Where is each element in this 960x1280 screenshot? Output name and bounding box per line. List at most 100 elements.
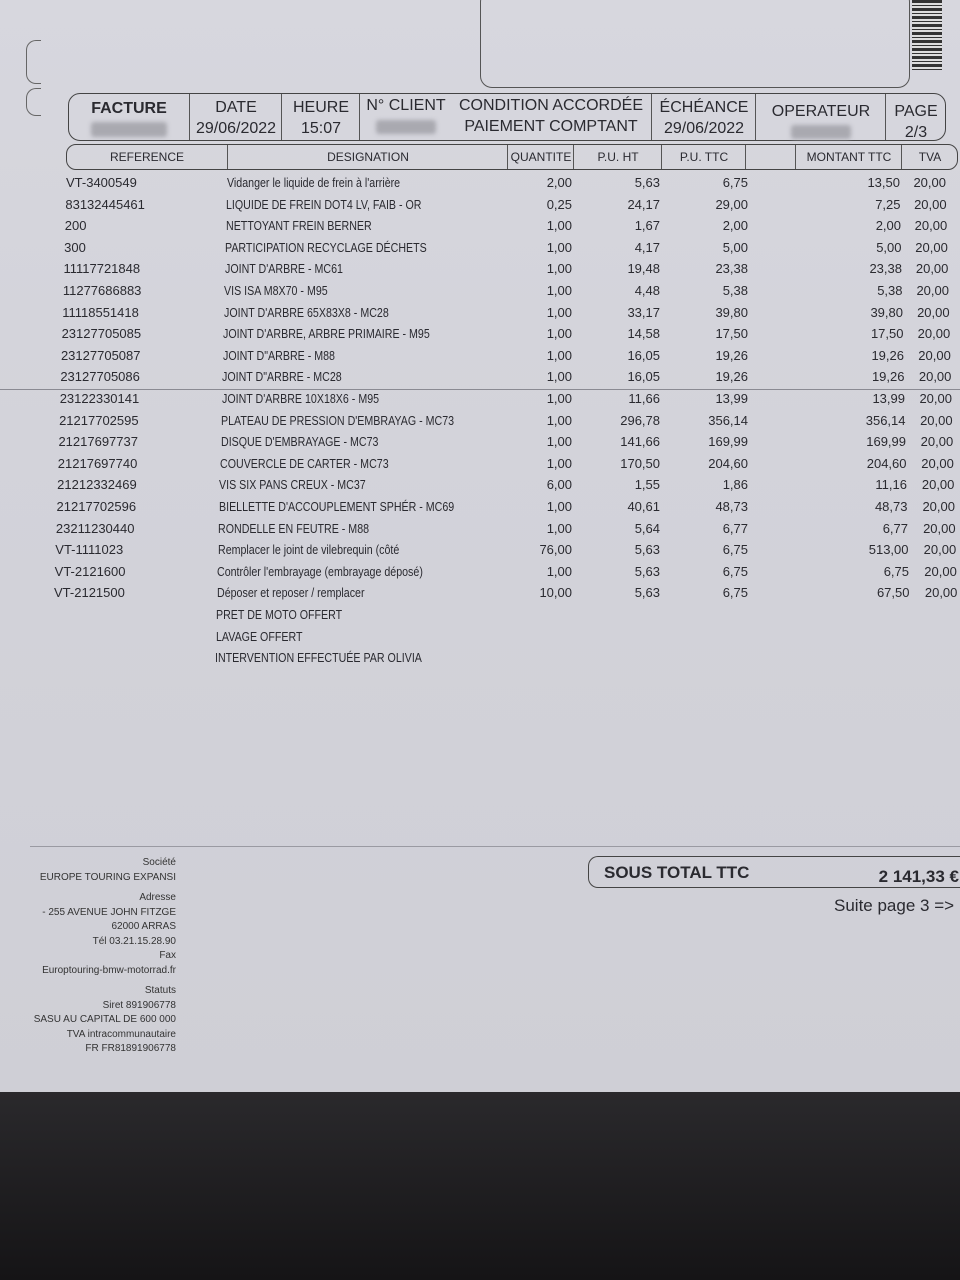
reference-cell: VT-1111023 xyxy=(55,542,124,558)
barcode xyxy=(912,0,942,70)
redacted-client-number xyxy=(376,120,436,134)
designation-cell: LIQUIDE DE FREIN DOT4 LV, FAIB - OR xyxy=(226,196,422,212)
tva-cell: 20,00 xyxy=(914,196,947,212)
pu-ht-cell: 24,17 xyxy=(627,196,660,212)
designation-cell: RONDELLE EN FEUTRE - M88 xyxy=(218,520,370,536)
heure-value: 15:07 xyxy=(300,120,342,137)
tva-cell: 20,00 xyxy=(916,283,949,298)
montant-ttc-cell: 2,00 xyxy=(875,218,901,234)
tva-cell: 20,00 xyxy=(921,477,955,493)
pu-ht-cell: 5,63 xyxy=(634,563,660,579)
pu-ht-cell: 5,63 xyxy=(634,542,660,558)
invoice-header: FACTURE DATE 29/06/2022 HEURE 15:07 N° C… xyxy=(68,93,946,141)
quantite-cell: 1,00 xyxy=(546,563,572,579)
pu-ht-cell: 170,50 xyxy=(620,455,660,471)
page-value: 2/3 xyxy=(904,124,928,141)
table-row: 21217702595 PLATEAU DE PRESSION D'EMBRAYA… xyxy=(0,411,960,431)
reference-cell: 23127705085 xyxy=(61,326,142,342)
heure-cell: HEURE 15:07 xyxy=(281,94,360,140)
table-row: 23211230440 RONDELLE EN FEUTRE - M88 1,00 5… xyxy=(0,519,960,539)
montant-ttc-cell: 169,99 xyxy=(866,434,906,450)
designation-cell: DISQUE D'EMBRAYAGE - MC73 xyxy=(220,434,378,450)
pu-ht-cell: 14,58 xyxy=(627,326,660,342)
reference-cell: 21212332469 xyxy=(57,477,137,493)
designation-cell: JOINT D'ARBRE, ARBRE PRIMAIRE - M95 xyxy=(223,326,431,342)
col-pu-ttc: P.U. TTC xyxy=(661,145,746,169)
client-label: N° CLIENT xyxy=(366,97,446,114)
table-row: 21217697737 DISQUE D'EMBRAYAGE - MC73 1,00… xyxy=(0,432,960,452)
pu-ttc-cell: 39,80 xyxy=(715,304,748,320)
designation-cell: NETTOYANT FREIN BERNER xyxy=(225,218,372,234)
table-row: 21212332469 VIS SIX PANS CREUX - MC37 6,00… xyxy=(0,475,960,495)
tva-cell: 20,00 xyxy=(913,175,946,190)
pu-ht-cell: 1,55 xyxy=(634,477,660,493)
condition-label: CONDITION ACCORDÉE xyxy=(458,97,643,114)
condition-value: PAIEMENT COMPTANT xyxy=(464,118,638,135)
designation-cell: Contrôler l'embrayage (embrayage déposé) xyxy=(217,563,424,579)
montant-ttc-cell: 23,38 xyxy=(869,261,902,277)
pu-ttc-cell: 6,75 xyxy=(722,585,748,601)
col-reference: REFERENCE xyxy=(109,150,184,164)
tva-label: TVA intracommunautaire xyxy=(66,1028,176,1040)
reference-cell: 21217697737 xyxy=(58,434,138,450)
date-label: DATE xyxy=(215,99,257,116)
reference-cell: 11117721848 xyxy=(63,261,141,277)
echeance-cell: ÉCHÉANCE 29/06/2022 xyxy=(651,94,756,140)
bracket-mark xyxy=(26,88,41,116)
societe-label: Société xyxy=(142,857,176,868)
montant-ttc-cell: 6,77 xyxy=(882,520,908,536)
tva-cell: 20,00 xyxy=(914,218,948,234)
reference-cell: 300 xyxy=(64,239,86,255)
col-empty xyxy=(745,145,796,169)
siret: Siret 891906778 xyxy=(102,999,176,1011)
tva-cell: 20,00 xyxy=(917,326,951,342)
reference-cell: 11277686883 xyxy=(62,283,142,298)
societe-name: EUROPE TOURING EXPANSI xyxy=(39,871,176,883)
quantite-cell: 76,00 xyxy=(539,542,572,558)
pu-ht-cell: 16,05 xyxy=(627,347,660,363)
pu-ttc-cell: 6,75 xyxy=(722,175,748,190)
pu-ttc-cell: 48,73 xyxy=(715,499,748,514)
facture-cell: FACTURE xyxy=(69,94,189,140)
montant-ttc-cell: 5,00 xyxy=(876,239,902,255)
montant-ttc-cell: 11,16 xyxy=(875,477,907,493)
quantite-cell: 1,00 xyxy=(546,499,572,514)
invoice-page: FACTURE DATE 29/06/2022 HEURE 15:07 N° C… xyxy=(0,0,960,1092)
montant-ttc-cell: 67,50 xyxy=(876,585,910,601)
reference-cell: 23127705087 xyxy=(60,347,141,363)
address-box xyxy=(480,0,910,88)
pu-ht-cell: 11,66 xyxy=(628,391,660,406)
sous-total-label: SOUS TOTAL TTC xyxy=(604,863,750,882)
tva-cell: 20,00 xyxy=(919,391,952,406)
redacted-operator xyxy=(791,125,851,139)
col-tva: TVA xyxy=(901,145,958,169)
table-row: 11118551418 JOINT D'ARBRE 65X83X8 - MC28 1… xyxy=(0,303,960,323)
table-row: LAVAGE OFFERT xyxy=(0,627,960,647)
designation-cell: BIELLETTE D'ACCOUPLEMENT SPHÉR - MC69 xyxy=(218,499,455,514)
quantite-cell: 1,00 xyxy=(546,239,572,255)
tva-cell: 20,00 xyxy=(918,347,951,363)
designation-cell: PRET DE MOTO OFFERT xyxy=(216,607,343,622)
montant-ttc-cell: 513,00 xyxy=(868,542,909,558)
adresse-label: Adresse xyxy=(139,892,176,903)
client-cell: N° CLIENT xyxy=(359,94,452,140)
pu-ttc-cell: 356,14 xyxy=(708,412,748,428)
pu-ttc-cell: 2,00 xyxy=(722,218,748,234)
tva-cell: 20,00 xyxy=(917,304,950,320)
montant-ttc-cell: 17,50 xyxy=(870,326,904,342)
designation-cell: JOINT D'ARBRE 65X83X8 - MC28 xyxy=(223,304,389,320)
tva-cell: 20,00 xyxy=(920,412,953,428)
designation-cell: JOINT D'ARBRE 10X18X6 - M95 xyxy=(221,391,379,406)
capital: SASU AU CAPITAL DE 600 000 xyxy=(33,1014,176,1025)
montant-ttc-cell: 204,60 xyxy=(866,455,907,471)
statuts-label: Statuts xyxy=(144,985,176,996)
pu-ttc-cell: 23,38 xyxy=(715,261,748,277)
adresse-line2: 62000 ARRAS xyxy=(111,921,177,932)
quantite-cell: 10,00 xyxy=(539,585,572,601)
tva-cell: 20,00 xyxy=(923,542,957,558)
montant-ttc-cell: 39,80 xyxy=(870,304,903,320)
quantite-cell: 0,25 xyxy=(546,196,572,212)
reference-cell: 200 xyxy=(64,218,87,234)
pu-ttc-cell: 17,50 xyxy=(715,326,748,342)
pu-ttc-cell: 29,00 xyxy=(715,196,748,212)
